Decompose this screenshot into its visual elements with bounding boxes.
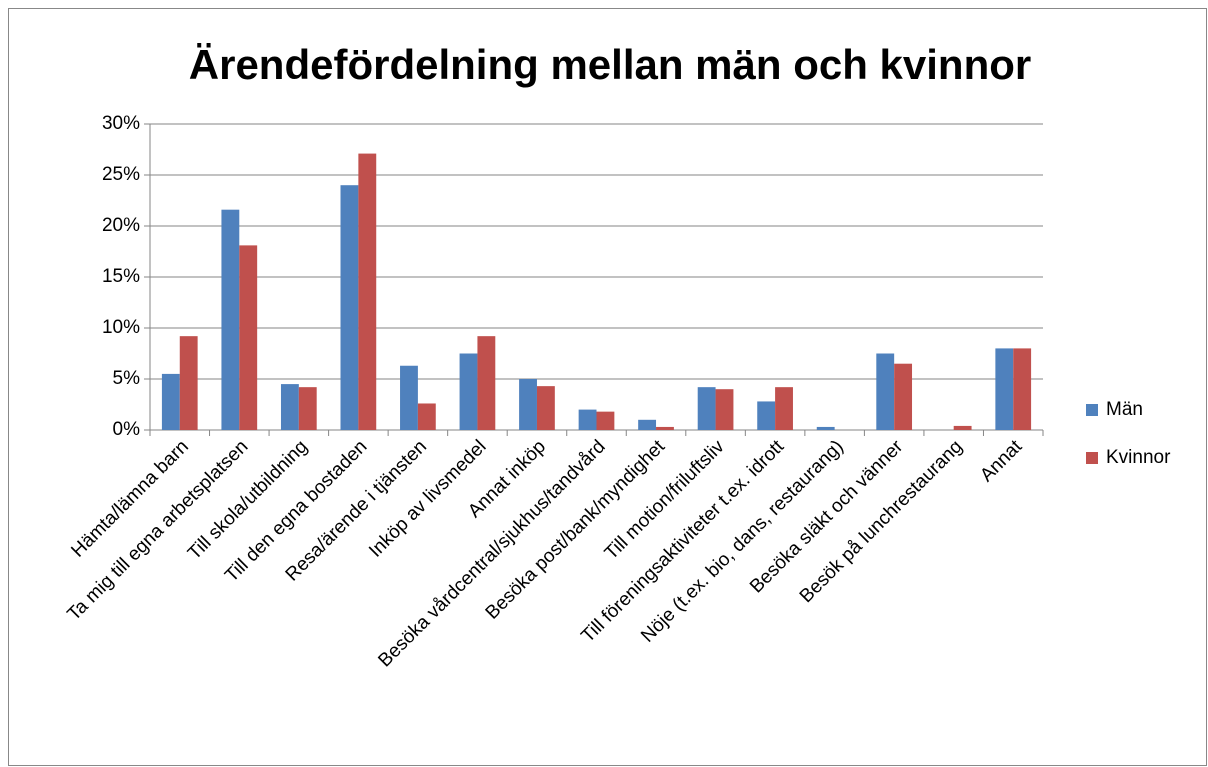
y-tick-label: 0% (113, 419, 141, 440)
bar (161, 373, 180, 430)
bar (1013, 348, 1032, 430)
y-tick-label: 30% (102, 113, 140, 134)
bar (519, 379, 537, 430)
bar (358, 153, 377, 430)
legend-swatch (1086, 452, 1098, 464)
legend-label: Kvinnor (1106, 447, 1171, 468)
y-tick-label: 5% (113, 368, 141, 389)
bar (953, 425, 972, 430)
bar (775, 387, 793, 430)
bar (697, 387, 716, 430)
bar (417, 403, 436, 430)
bar (715, 389, 734, 430)
y-tick-label: 10% (102, 317, 140, 338)
bar (477, 336, 496, 430)
bar (239, 245, 258, 430)
bar (876, 353, 895, 430)
bar (459, 353, 478, 430)
legend-label: Män (1106, 399, 1143, 420)
bar (298, 387, 317, 430)
bar (596, 411, 615, 430)
bar (638, 419, 657, 430)
chart-title: Ärendefördelning mellan män och kvinnor (189, 41, 1031, 88)
bar (280, 384, 299, 430)
bar (179, 336, 198, 430)
bar (221, 209, 240, 430)
legend-swatch (1086, 404, 1098, 416)
y-tick-label: 15% (102, 266, 140, 287)
y-tick-label: 20% (102, 215, 140, 236)
bar (400, 365, 418, 430)
y-tick-label: 25% (102, 164, 140, 185)
bar (894, 363, 913, 430)
bar (816, 426, 835, 430)
bar (536, 386, 555, 430)
bar (757, 401, 776, 430)
bar (995, 348, 1014, 430)
bar (656, 426, 674, 430)
bar (578, 409, 597, 430)
bar (340, 185, 359, 430)
